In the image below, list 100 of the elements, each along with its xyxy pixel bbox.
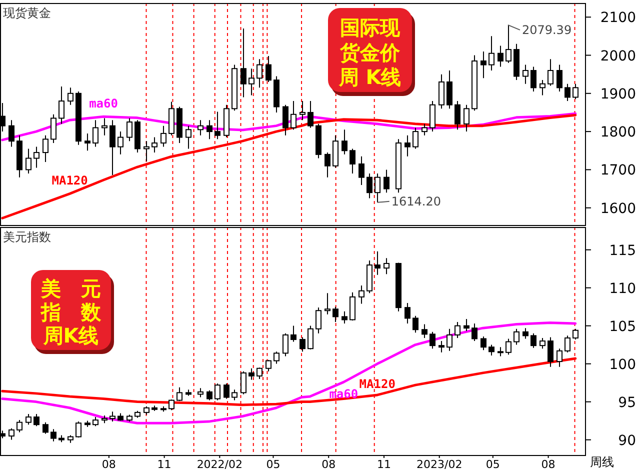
candlestick (324, 152, 330, 178)
candlestick (556, 348, 562, 368)
x-tick-label: 11 (376, 458, 391, 470)
candlestick (412, 315, 418, 334)
candlestick (540, 80, 546, 96)
candlestick (240, 370, 246, 395)
candlestick (446, 328, 452, 352)
candlestick (358, 156, 364, 186)
candlestick (118, 131, 124, 155)
candlestick (464, 104, 470, 132)
candlestick (282, 104, 288, 136)
x-tick-label: 05 (266, 458, 280, 470)
candlestick (480, 50, 486, 79)
candlestick (506, 338, 512, 356)
candlestick (540, 337, 546, 350)
candlestick (110, 120, 116, 176)
candlestick (266, 360, 272, 372)
y-tick-label: 1800 (600, 124, 636, 141)
candlestick (266, 56, 272, 82)
candlestick (224, 383, 230, 400)
candlestick (366, 173, 372, 199)
candlestick (300, 336, 306, 352)
candlestick (464, 318, 470, 332)
candlestick (480, 336, 486, 351)
candlestick (102, 118, 108, 136)
y-tick-label: 110 (609, 280, 636, 297)
candlestick (522, 64, 528, 84)
candlestick (92, 416, 98, 427)
candlestick (206, 390, 212, 401)
candlestick (126, 118, 132, 142)
candlestick (472, 323, 478, 342)
candlestick (548, 336, 554, 368)
x-tick-label: 05 (486, 458, 500, 470)
candlestick (248, 368, 254, 380)
candlestick (214, 383, 220, 401)
candlestick (498, 346, 504, 357)
annotation: 美 元指 数周K线 (40, 276, 102, 348)
candlestick (422, 324, 428, 338)
candlestick (240, 28, 246, 98)
x-tick-label: 2023/02 (416, 458, 462, 470)
candlestick (110, 411, 116, 422)
candlestick (144, 140, 150, 162)
annotation: 国际现货金价周 K线 (338, 16, 402, 90)
candlestick (374, 250, 380, 276)
candlestick (290, 325, 296, 342)
candlestick (16, 420, 22, 433)
candlestick (374, 173, 380, 203)
candlestick (26, 413, 32, 426)
x-tick-label: 08 (322, 458, 336, 470)
line-series (1, 322, 577, 424)
text: 周线 (590, 455, 614, 469)
candlestick (350, 148, 356, 174)
candlestick (430, 331, 436, 350)
candlestick (256, 367, 262, 380)
candlestick (564, 83, 570, 102)
annotation: 2079.39 (522, 22, 572, 37)
candlestick (42, 422, 48, 434)
candlestick (50, 428, 56, 442)
candlestick (556, 64, 562, 92)
candlestick (358, 285, 364, 304)
candlestick (290, 100, 296, 130)
candlestick (198, 388, 204, 398)
candlestick (274, 351, 280, 364)
candlestick (42, 134, 48, 163)
candlestick (506, 24, 512, 64)
candlestick (300, 100, 306, 121)
candlestick (160, 125, 166, 148)
candlestick (454, 322, 460, 338)
candlestick (342, 129, 348, 155)
candlestick (34, 146, 40, 168)
y-tick-label: 1900 (600, 86, 636, 102)
candlestick (168, 399, 174, 411)
candlestick (248, 68, 254, 96)
candlestick (422, 123, 428, 136)
candlestick (214, 111, 220, 140)
candlestick (548, 58, 554, 86)
candlestick (256, 58, 262, 88)
x-tick-label: 08 (541, 458, 556, 470)
series-label: MA120 (359, 376, 396, 391)
candlestick (350, 292, 356, 321)
y-tick-label: 105 (609, 318, 636, 335)
y-tick-label: 100 (609, 356, 636, 373)
x-tick-label: 2022/02 (196, 458, 243, 470)
candlestick (412, 127, 418, 150)
candlestick (488, 344, 494, 356)
series-label: MA120 (52, 174, 88, 188)
candlestick (8, 428, 14, 440)
candlestick (488, 36, 494, 72)
candlestick (34, 413, 40, 427)
candlestick (176, 386, 182, 402)
candlestick (514, 328, 520, 346)
candlestick (438, 340, 444, 353)
candlestick (404, 302, 410, 324)
y-tick-label: 95 (618, 394, 636, 411)
candlestick (50, 114, 56, 144)
candlestick (324, 292, 330, 315)
candlestick (282, 332, 288, 357)
chart-title: 美元指数 (3, 230, 51, 244)
y-tick-label: 2100 (600, 10, 636, 26)
candlestick (522, 328, 528, 340)
